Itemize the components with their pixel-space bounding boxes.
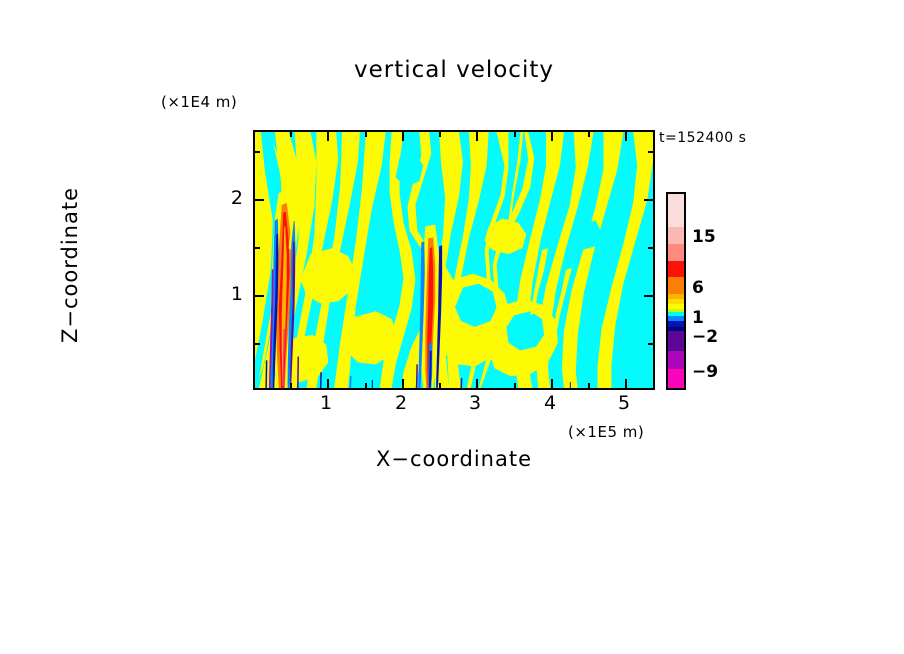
colorbar-label-6: 6 (692, 278, 704, 298)
y-tick-right-2 (644, 199, 653, 201)
x-tick-label-4: 4 (543, 392, 557, 414)
y-tick-left-minor (255, 343, 260, 345)
x-tick-label-5: 5 (617, 392, 631, 414)
timestamp-annotation: t=152400 s (659, 130, 747, 146)
x-tick-bottom-minor (514, 383, 516, 388)
y-tick-right-minor (648, 247, 653, 249)
x-tick-label-3: 3 (468, 392, 482, 414)
x-tick-top-2 (402, 132, 404, 141)
x-tick-bottom-minor (290, 383, 292, 388)
x-axis-title: X−coordinate (376, 447, 532, 471)
x-tick-bottom-minor (365, 383, 367, 388)
colorbar-label-minus2: −2 (692, 327, 719, 347)
y-tick-label-2: 2 (230, 187, 243, 209)
y-tick-left-2 (255, 199, 264, 201)
y-axis-title: Z−coordinate (58, 187, 82, 343)
vertical-velocity-field (255, 132, 653, 388)
colorbar-band-10 (668, 316, 684, 322)
colorbar-label-15: 15 (692, 227, 716, 247)
x-tick-top-minor (514, 132, 516, 137)
y-tick-right-minor (648, 151, 653, 153)
y-tick-right-minor (648, 343, 653, 345)
x-tick-bottom-1 (327, 379, 329, 388)
x-tick-label-1: 1 (319, 392, 333, 414)
y-tick-left-1 (255, 295, 264, 297)
x-tick-top-4 (551, 132, 553, 141)
x-tick-top-1 (327, 132, 329, 141)
x-tick-top-5 (625, 132, 627, 141)
y-tick-label-1: 1 (230, 283, 243, 305)
x-tick-bottom-minor (588, 383, 590, 388)
colorbar-label-1: 1 (692, 308, 704, 328)
colorbar-label-minus9: −9 (692, 362, 719, 382)
y-tick-right-1 (644, 295, 653, 297)
colorbar-band-0 (668, 194, 684, 228)
x-tick-bottom-minor (439, 383, 441, 388)
colorbar-band-11 (668, 321, 684, 328)
x-tick-bottom-3 (476, 379, 478, 388)
x-tick-label-2: 2 (394, 392, 408, 414)
x-tick-top-minor (290, 132, 292, 137)
colorbar-band-12 (668, 327, 684, 332)
x-tick-top-3 (476, 132, 478, 141)
colorbar-band-14 (668, 350, 684, 370)
colorbar-band-2 (668, 243, 684, 261)
x-tick-bottom-4 (551, 379, 553, 388)
colorbar-band-1 (668, 227, 684, 244)
colorbar-band-15 (668, 369, 684, 388)
colorbar-band-7 (668, 303, 684, 309)
x-axis-unit-label: (×1E5 m) (568, 423, 645, 441)
y-tick-left-minor (255, 247, 260, 249)
y-axis-unit-label: (×1E4 m) (161, 93, 238, 111)
x-tick-top-minor (439, 132, 441, 137)
colorbar-band-5 (668, 293, 684, 299)
contour-plot-area (253, 130, 655, 390)
colorbar-band-8 (668, 308, 684, 312)
x-tick-bottom-5 (625, 379, 627, 388)
colorbar (666, 192, 686, 390)
colorbar-band-6 (668, 298, 684, 304)
colorbar-band-4 (668, 277, 684, 294)
chart-title: vertical velocity (354, 57, 554, 83)
colorbar-band-3 (668, 260, 684, 278)
colorbar-band-13 (668, 331, 684, 351)
x-tick-top-minor (588, 132, 590, 137)
x-tick-top-minor (365, 132, 367, 137)
colorbar-band-9 (668, 311, 684, 317)
y-tick-left-minor (255, 151, 260, 153)
x-tick-bottom-2 (402, 379, 404, 388)
